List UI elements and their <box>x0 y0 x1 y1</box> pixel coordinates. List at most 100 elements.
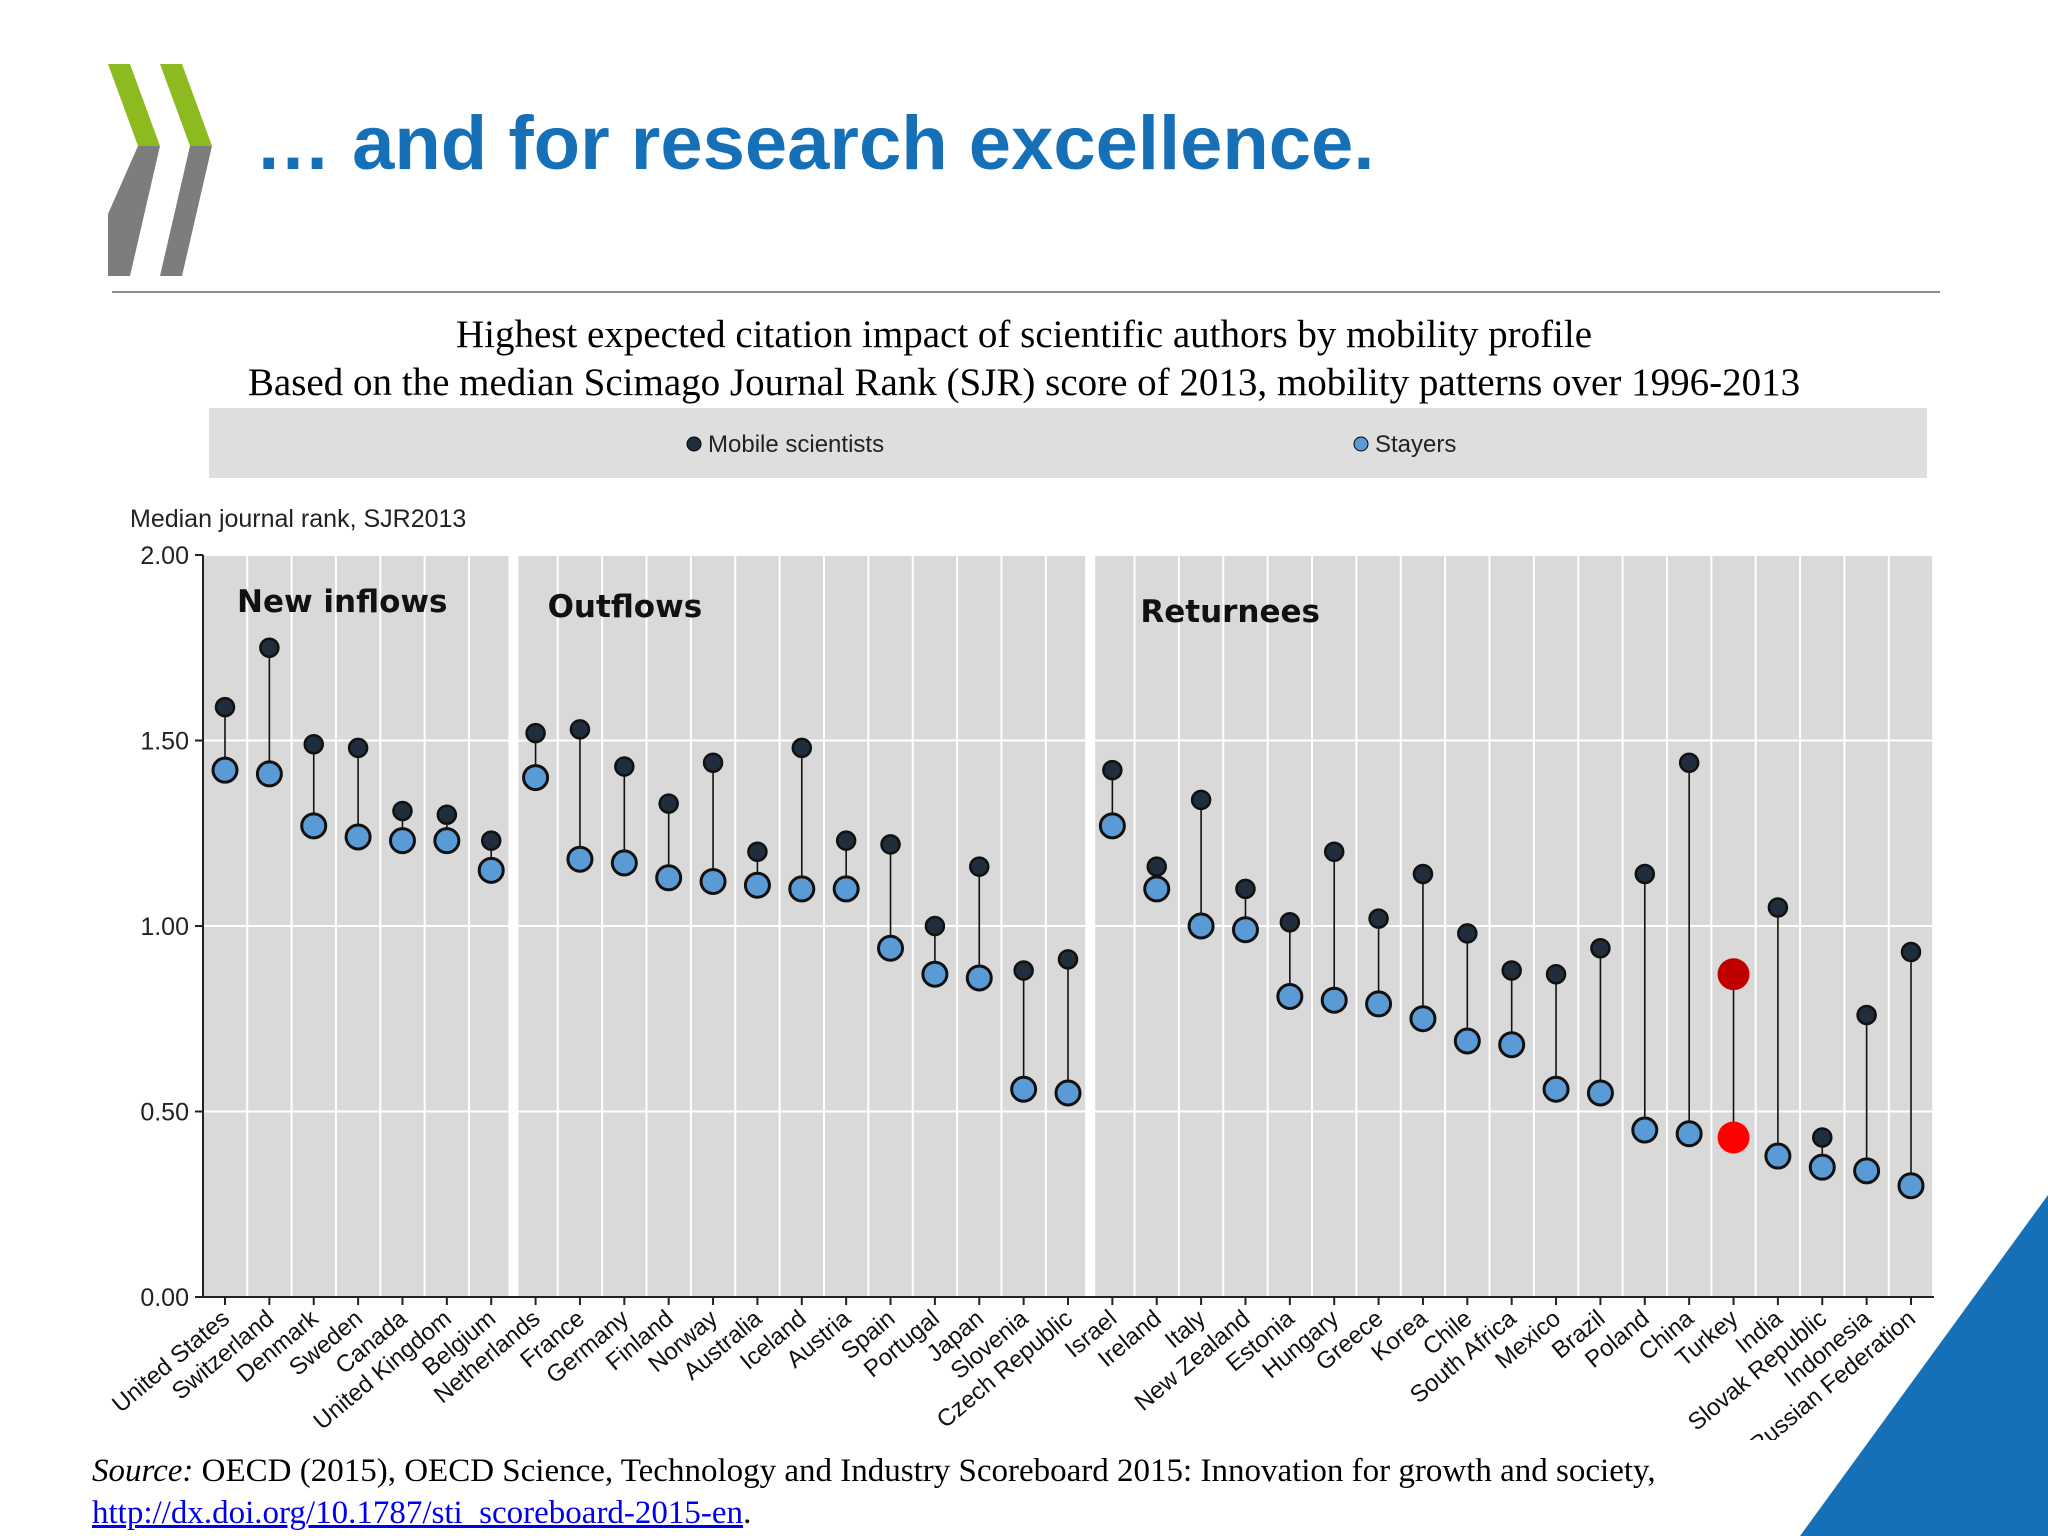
mobile-point <box>1057 949 1079 970</box>
source-note: Source: OECD (2015), OECD Science, Techn… <box>92 1450 1772 1534</box>
stayer-point <box>743 871 771 899</box>
mobile-point <box>880 834 901 855</box>
y-tick-label-4: 2.00 <box>140 542 189 570</box>
stayer-point <box>655 864 683 892</box>
mobile-point <box>1013 960 1034 981</box>
stayer-point <box>1187 912 1215 940</box>
stayer-point <box>477 856 505 884</box>
stayer-point <box>211 756 239 784</box>
y-tick-label-0: 0.00 <box>140 1284 189 1312</box>
mobile-point <box>525 722 546 744</box>
mobile-point <box>1678 752 1700 774</box>
mobile-point <box>1545 963 1567 985</box>
stayer-point <box>1586 1079 1614 1107</box>
source-text: OECD (2015), OECD Science, Technology an… <box>193 1453 1656 1489</box>
chart-subtitle: Based on the median Scimago Journal Rank… <box>247 361 1801 404</box>
mobile-point <box>303 733 324 755</box>
mobile-point <box>1900 941 1922 963</box>
mobile-point <box>791 737 813 759</box>
stayer-point <box>1542 1075 1570 1103</box>
stayer-point <box>433 827 461 855</box>
mobile-point <box>614 756 635 777</box>
stayer-point <box>610 849 638 877</box>
slide-title: … and for research excellence. <box>255 101 1375 186</box>
mobile-point <box>1323 841 1345 863</box>
stayer-point <box>255 760 283 788</box>
stayer-point <box>344 823 372 851</box>
stayer-point <box>388 827 416 855</box>
mobile-point <box>1412 863 1434 885</box>
oecd-logo <box>108 64 212 276</box>
stayer-point <box>832 875 860 903</box>
mobile-point <box>480 830 502 851</box>
mobile-point <box>969 856 990 877</box>
source-link[interactable]: http://dx.doi.org/10.1787/sti_scoreboard… <box>92 1495 744 1531</box>
mobile-point <box>1856 1004 1877 1026</box>
legend-label-1: Stayers <box>1375 431 1456 458</box>
mobile-point <box>1146 856 1167 877</box>
stayer-point <box>1010 1075 1038 1103</box>
mobile-point <box>1235 878 1256 900</box>
group-separator <box>508 555 519 1297</box>
mobile-point <box>1279 912 1301 933</box>
mobile-point <box>1457 923 1478 944</box>
stayer-point <box>1276 982 1304 1010</box>
source-lead: Source: <box>92 1453 194 1489</box>
stayer-point <box>1717 1121 1750 1154</box>
legend-label-0: Mobile scientists <box>708 431 884 458</box>
mobile-point <box>924 915 946 937</box>
chart-title: Highest expected citation impact of scie… <box>455 313 1593 356</box>
title-divider <box>112 291 1940 293</box>
stayer-point <box>1853 1157 1881 1185</box>
mobile-point <box>1634 863 1656 885</box>
mobile-point <box>1190 789 1212 811</box>
stayer-point <box>1764 1142 1792 1170</box>
legend-marker-1 <box>1353 436 1369 452</box>
mobile-point <box>569 719 591 740</box>
stayer-point <box>1098 812 1126 840</box>
stayer-point <box>788 875 816 903</box>
mobile-point <box>214 696 236 718</box>
mobile-point <box>392 800 413 822</box>
stayer-point <box>921 960 949 988</box>
group-label-2: Returnees <box>1140 594 1320 630</box>
mobile-point <box>1102 759 1123 781</box>
mobile-point <box>1767 897 1789 918</box>
stayer-point <box>1808 1153 1836 1181</box>
group-label-0: New inflows <box>237 584 447 620</box>
mobile-point <box>1717 958 1750 991</box>
mobile-point <box>1501 960 1522 981</box>
stayer-point <box>1631 1116 1659 1144</box>
y-tick-label-1: 0.50 <box>140 1099 189 1127</box>
mobile-point <box>658 793 679 814</box>
mobile-point <box>1812 1127 1833 1148</box>
stayer-point <box>300 812 328 840</box>
y-tick-label-2: 1.00 <box>140 913 189 941</box>
stayer-point <box>1320 986 1348 1014</box>
dumbbell-chart: Mobile scientists Stayers Median journal … <box>107 408 1935 1440</box>
mobile-point <box>1368 908 1389 929</box>
stayer-point <box>566 845 594 873</box>
stayer-point <box>1897 1172 1925 1200</box>
stayer-point <box>877 934 905 962</box>
stayer-point <box>965 964 993 992</box>
mobile-point <box>347 737 369 759</box>
y-tick-label-3: 1.50 <box>140 728 189 756</box>
y-axis-label: Median journal rank, SJR2013 <box>130 505 466 533</box>
mobile-point <box>436 804 458 825</box>
stayer-point <box>1453 1027 1481 1055</box>
stayer-point <box>1498 1031 1526 1059</box>
legend-box <box>209 408 1927 478</box>
stayer-point <box>522 764 550 792</box>
group-separator <box>1085 555 1096 1297</box>
stayer-point <box>1231 916 1259 944</box>
mobile-point <box>835 830 857 851</box>
stayer-point <box>699 867 727 895</box>
stayer-point <box>1054 1079 1082 1107</box>
stayer-point <box>1675 1120 1703 1148</box>
stayer-point <box>1365 990 1393 1018</box>
mobile-point <box>702 752 724 774</box>
group-label-1: Outflows <box>548 589 703 625</box>
stayer-point <box>1143 875 1171 903</box>
mobile-point <box>747 841 768 863</box>
